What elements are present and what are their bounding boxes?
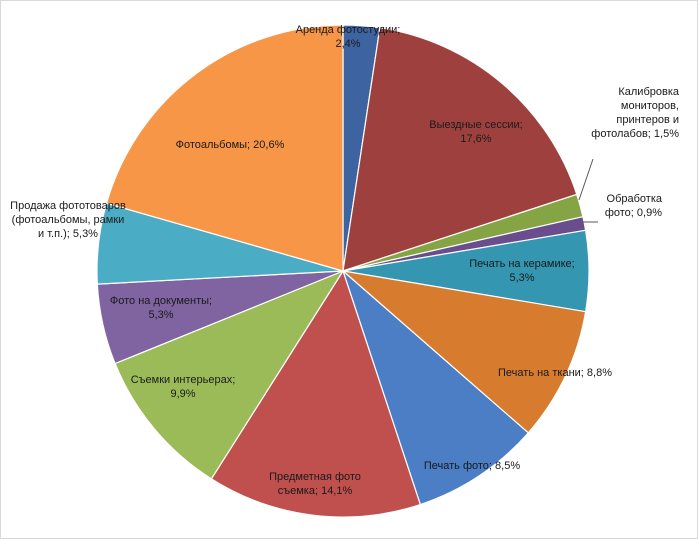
pie-slice-7 [341, 269, 530, 506]
slice-label-4: Обработка фото; 0,9% [605, 193, 663, 219]
pie-slice-9 [114, 269, 345, 480]
slice-label-line: принтеров и [616, 114, 679, 126]
slice-label-line: съемка; 14,1% [278, 485, 353, 497]
slice-label-5: Печать на керамике; 5,3% [469, 258, 574, 284]
slice-label-line: 2,4% [335, 38, 360, 50]
slice-label-9: Съемки интерьерах; 9,9% [131, 374, 236, 400]
slice-label-line: Печать на керамике; [469, 258, 574, 270]
slice-label-line: фото; 0,9% [605, 207, 662, 219]
slice-label-line: Фотоальбомы; 20,6% [176, 139, 285, 151]
slice-label-line: 5,3% [509, 272, 534, 284]
slice-label-line: Выездные сессии; [429, 119, 522, 131]
slice-label-line: Печать на ткани; 8,8% [498, 367, 612, 379]
slice-label-line: 17,6% [460, 133, 491, 145]
slice-label-11: Продажа фототоваров (фотоальбомы, рамки и … [10, 200, 126, 240]
slice-label-line: 5,3% [148, 309, 173, 321]
slice-label-12: Фотоальбомы; 20,6% [176, 139, 285, 151]
slice-label-8: Предметная фото съемка; 14,1% [269, 471, 361, 497]
slice-label-7: Печать фото; 8,5% [424, 460, 520, 472]
slice-label-line: Предметная фото [269, 471, 361, 483]
slice-label-line: Обработка [607, 193, 663, 205]
slice-label-line: фотолабов; 1,5% [591, 128, 679, 140]
pie-slice-12 [105, 24, 344, 272]
slice-label-1: Аренда фотостудии; 2,4% [296, 24, 401, 50]
pie-slices [96, 24, 590, 518]
slice-label-line: Съемки интерьерах; [131, 374, 236, 386]
slice-label-line: Продажа фототоваров [10, 200, 126, 212]
pie-slice-8 [210, 269, 422, 518]
slice-label-line: Печать фото; 8,5% [424, 460, 520, 472]
slice-label-line: 9,9% [170, 388, 195, 400]
slice-label-line: мониторов, [621, 100, 679, 112]
slice-label-line: Аренда фотостудии; [296, 24, 401, 36]
leader-lines [578, 158, 598, 223]
slice-label-line: Калибровка [618, 86, 680, 98]
pie-labels: Аренда фотостудии; 2,4% Выездные сессии; 17… [10, 24, 680, 497]
slice-label-3: Калибровка мониторов, принтеров и фотолабов… [591, 86, 680, 140]
slice-label-line: Фото на документы; [110, 295, 212, 307]
leader-line-3 [578, 158, 594, 201]
pie-slice-2 [342, 27, 578, 272]
slice-label-2: Выездные сессии; 17,6% [429, 119, 522, 145]
slice-label-line: и т.п.); 5,3% [38, 228, 98, 240]
slice-label-line: (фотоальбомы, рамки [12, 214, 125, 226]
slice-label-6: Печать на ткани; 8,8% [498, 367, 612, 379]
pie-slice-6 [341, 270, 587, 434]
slice-label-10: Фото на документы; 5,3% [110, 295, 212, 321]
